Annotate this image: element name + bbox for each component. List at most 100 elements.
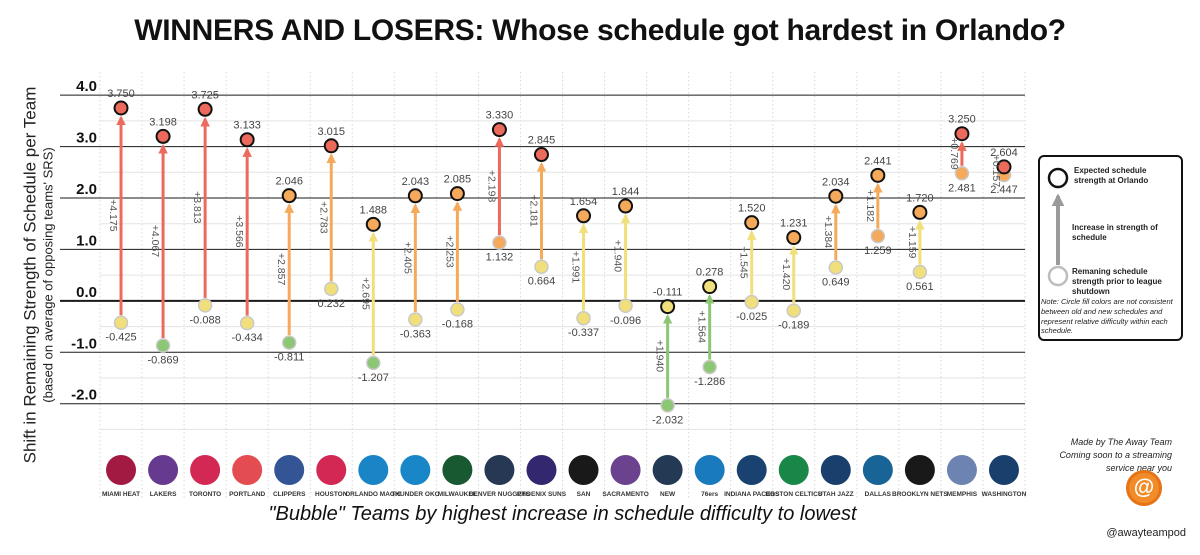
team-name-label: 76ers (701, 491, 718, 498)
after-value-label: 1.231 (780, 218, 808, 230)
delta-value-label: +1.384 (822, 216, 834, 249)
before-value-label: -0.337 (568, 327, 599, 339)
team-logo-disc (442, 455, 473, 485)
team-name-label: BROOKLYN NETS (892, 491, 948, 498)
after-value-label: 3.250 (948, 114, 976, 126)
after-point (954, 126, 970, 142)
delta-value-label: +2.695 (359, 277, 371, 310)
team-logo-icon (988, 455, 1019, 485)
after-point (660, 299, 676, 315)
after-point (618, 198, 634, 214)
after-point (744, 215, 760, 231)
delta-value-label: +1.159 (906, 226, 918, 259)
after-value-label: 3.015 (317, 126, 345, 138)
after-point (828, 188, 844, 204)
delta-value-label: +2.783 (317, 201, 329, 234)
team-logo-disc (736, 455, 767, 485)
after-value-label: 3.330 (486, 110, 514, 122)
team-logo-disc (904, 455, 935, 485)
team-name-label: DALLAS (865, 491, 892, 498)
x-axis-title: "Bubble" Teams by highest increase in sc… (268, 503, 857, 525)
delta-value-label: +2.253 (443, 235, 455, 268)
credit-block: Made by The Away Team Coming soon to a s… (1022, 436, 1172, 475)
team-logo-disc (862, 455, 893, 485)
team-name-label: HOUSTON (315, 491, 348, 498)
before-point (408, 312, 423, 327)
team-logo-disc (106, 455, 137, 485)
team-logo-disc (820, 455, 851, 485)
team-logo-disc (232, 455, 263, 485)
delta-value-label: +2.857 (275, 253, 287, 286)
team-logo-icon (820, 455, 851, 485)
after-point (281, 188, 297, 204)
before-point (744, 294, 759, 310)
after-point (407, 188, 423, 204)
delta-value-label: +1.940 (612, 240, 624, 273)
delta-value-label: +0.769 (948, 137, 960, 170)
team-name-label: SACRAMENTO (602, 491, 648, 498)
before-point (366, 355, 381, 371)
team-logo-icon (568, 455, 599, 485)
before-value-label: 0.664 (528, 276, 556, 288)
after-point (870, 167, 886, 183)
after-point (113, 100, 129, 116)
before-point (197, 298, 213, 313)
before-value-label: -2.032 (652, 414, 683, 426)
delta-value-label: +0.157 (990, 155, 1002, 188)
delta-value-label: +4.175 (107, 199, 119, 232)
before-point (660, 398, 675, 413)
logo-glyph: @ (1133, 476, 1155, 499)
team-name-label: INDIANA PACERS (724, 491, 780, 498)
after-value-label: 1.520 (738, 203, 766, 215)
before-value-label: -0.869 (147, 355, 178, 367)
legend-graphics (1047, 167, 1069, 287)
team-logo-icon (232, 455, 263, 485)
team-logo-icon (736, 455, 767, 485)
legend-box: Expected schedule strength at Orlando In… (1038, 155, 1183, 341)
after-value-label: 2.604 (990, 147, 1018, 159)
chart-title: WINNERS AND LOSERS: Whose schedule got h… (134, 14, 1066, 47)
team-logo-disc (778, 455, 809, 485)
legend-expected-label: Expected schedule strength at Orlando (1074, 166, 1149, 185)
credit-line-1: Made by The Away Team (1070, 437, 1172, 447)
team-logo-icon (694, 455, 725, 485)
team-logo-icon (652, 455, 683, 485)
team-name-label: UTAH JAZZ (818, 491, 854, 498)
before-point (870, 228, 886, 244)
team-logo-icon (190, 455, 221, 485)
y-tick-label: 0.0 (76, 284, 97, 301)
team-logo-disc (988, 455, 1019, 485)
team-logo-disc (316, 455, 347, 485)
after-point (702, 279, 718, 295)
after-point (996, 159, 1012, 175)
social-handle: @awayteampod (1106, 527, 1186, 539)
after-value-label: 1.844 (612, 186, 640, 198)
legend-increase-label: Increase in strength of schedule (1072, 223, 1158, 242)
team-logo-disc (526, 455, 557, 485)
legend-after-marker (1047, 167, 1069, 189)
after-value-label: 2.845 (528, 135, 556, 147)
after-value-label: 3.725 (191, 89, 219, 101)
before-point (786, 303, 801, 318)
after-point (323, 138, 339, 154)
y-tick-label: 1.0 (76, 232, 97, 249)
after-value-label: 3.750 (107, 88, 135, 100)
before-point (702, 359, 717, 375)
team-logo-icon (484, 455, 515, 485)
y-tick-label: 2.0 (76, 181, 97, 198)
credit-line-3: service near you (1105, 463, 1172, 474)
team-name-label: MILWAUKEE (438, 491, 478, 498)
team-logo-icon (610, 455, 641, 485)
team-logo-icon (442, 455, 473, 485)
shift-arrows (116, 115, 1009, 398)
delta-value-label: +2.198 (485, 170, 497, 203)
team-logo-icon (946, 455, 977, 485)
after-value-label: 2.034 (822, 176, 850, 188)
after-value-label: 1.488 (360, 204, 388, 216)
after-point (912, 204, 928, 220)
before-point (281, 335, 297, 350)
after-value-label: 2.043 (402, 176, 430, 188)
team-name-label: CLIPPERS (273, 491, 306, 498)
before-value-label: -0.363 (400, 329, 431, 341)
delta-value-label: +1.940 (654, 340, 666, 373)
